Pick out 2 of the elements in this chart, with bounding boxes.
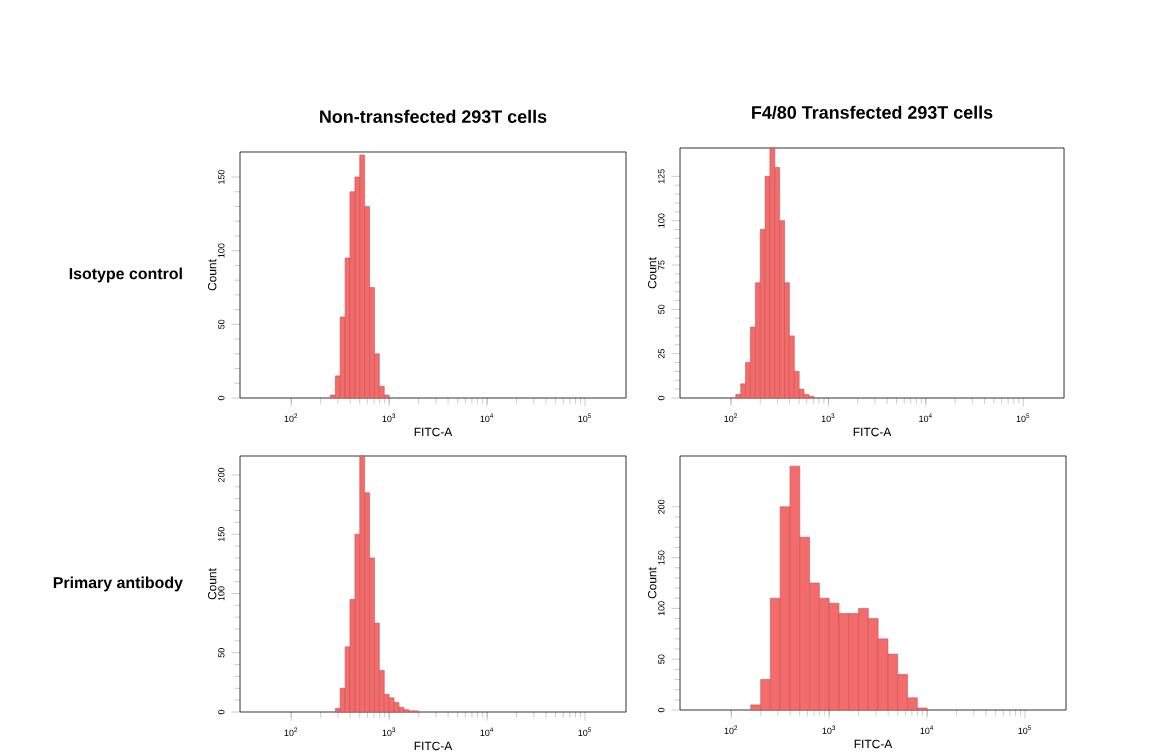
chart-title: F4/80 Transfected 293T cells [752,105,993,119]
chart-title: Non-transfected 293T cells [320,109,547,123]
